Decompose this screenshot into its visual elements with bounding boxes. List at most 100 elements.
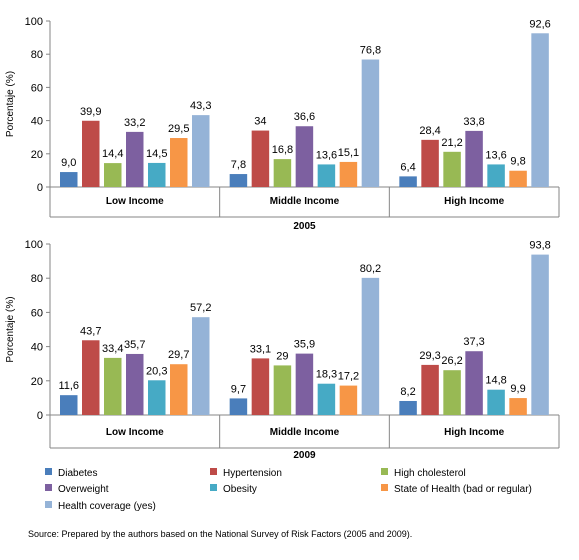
chart-1-data-label: 37,3 [463, 336, 484, 348]
chart-1-bar-health-coverage-yes-middle-income [361, 277, 380, 415]
chart-1-y-tick-label: 80 [31, 273, 43, 285]
chart-1-bar-hypertension-low-income [82, 340, 100, 415]
chart-0-y-tick-label: 0 [37, 182, 43, 194]
legend-label-hypertension: Hypertension [223, 468, 282, 479]
chart-0-bar-diabetes-high-income [399, 176, 417, 187]
chart-0-data-label: 76,8 [360, 45, 381, 57]
chart-0-data-label: 6,4 [400, 161, 415, 173]
chart-0-y-tick-label: 100 [25, 16, 43, 28]
chart-1-title: 2009 [293, 450, 316, 461]
chart-0-data-label: 14,5 [146, 148, 167, 160]
legend-label-obesity: Obesity [223, 484, 257, 495]
chart-0-y-tick-label: 60 [31, 82, 43, 94]
chart-0-category-label-middle-income: Middle Income [270, 196, 340, 207]
legend-swatch-overweight [45, 484, 52, 491]
legend-swatch-hypertension [210, 468, 217, 475]
chart-0-bar-high-cholesterol-high-income [443, 151, 461, 187]
chart-0-y-tick-label: 40 [31, 116, 43, 128]
chart-0-data-label: 39,9 [80, 106, 101, 118]
chart-0-y-axis-title: Porcentaje (%) [5, 71, 16, 137]
chart-0-data-label: 13,6 [485, 149, 506, 161]
chart-1-bar-diabetes-low-income [60, 395, 78, 415]
chart-0-data-label: 14,4 [102, 148, 123, 160]
chart-1-y-axis-title: Porcentaje (%) [5, 296, 16, 362]
legend-label-diabetes: Diabetes [58, 468, 97, 479]
chart-0-data-label: 9,0 [61, 157, 76, 169]
chart-0-y-tick-label: 20 [31, 149, 43, 161]
chart-1-data-label: 93,8 [529, 240, 550, 252]
chart-1-data-label: 17,2 [338, 371, 359, 383]
chart-1-bar-health-coverage-yes-low-income [192, 317, 210, 415]
legend-label-overweight: Overweight [58, 484, 109, 495]
chart-1-data-label: 35,7 [124, 339, 145, 351]
legend-swatch-high-cholesterol [381, 468, 388, 475]
chart-0-data-label: 9,8 [510, 156, 525, 168]
chart-0-bar-obesity-low-income [148, 162, 166, 187]
chart-1-bar-hypertension-middle-income [251, 358, 270, 415]
chart-1-data-label: 29 [276, 350, 288, 362]
chart-1-category-label-high-income: High Income [444, 427, 504, 438]
chart-1-data-label: 11,6 [58, 380, 79, 392]
chart-0-bar-health-coverage-yes-high-income [531, 33, 549, 188]
chart-0-data-label: 15,1 [338, 147, 359, 159]
chart-1-bar-overweight-high-income [465, 351, 483, 415]
chart-1-data-label: 18,3 [316, 369, 337, 381]
chart-1-bar-obesity-high-income [487, 389, 505, 415]
chart-1-data-label: 8,2 [400, 386, 415, 398]
chart-0-bar-overweight-middle-income [295, 126, 314, 187]
chart-0-bar-high-cholesterol-middle-income [273, 159, 292, 187]
chart-1-data-label: 9,9 [510, 383, 525, 395]
chart-1-bar-overweight-middle-income [295, 353, 314, 415]
chart-1-data-label: 14,8 [485, 375, 506, 387]
chart-1-data-label: 9,7 [231, 383, 246, 395]
chart-0-bar-obesity-high-income [487, 164, 505, 187]
chart-0-data-label: 33,8 [463, 116, 484, 128]
chart-1-bar-obesity-low-income [148, 380, 166, 415]
chart-0-bar-overweight-low-income [126, 131, 144, 187]
chart-1-bar-hypertension-high-income [421, 364, 439, 415]
legend-swatch-health-coverage-yes [45, 501, 52, 508]
chart-0-data-label: 29,5 [168, 123, 189, 135]
chart-0-data-label: 16,8 [272, 144, 293, 156]
chart-0-data-label: 36,6 [294, 111, 315, 123]
chart-0-category-label-low-income: Low Income [106, 196, 164, 207]
chart-1-bar-high-cholesterol-middle-income [273, 365, 292, 415]
chart-1-data-label: 20,3 [146, 365, 167, 377]
chart-0-bar-health-coverage-yes-middle-income [361, 59, 380, 187]
chart-1-y-tick-label: 20 [31, 376, 43, 388]
chart-0-data-label: 7,8 [231, 159, 246, 171]
chart-1-data-label: 29,7 [168, 349, 189, 361]
chart-0-bar-state-of-health-bad-or-regular-low-income [170, 138, 188, 187]
chart-1-bar-state-of-health-bad-or-regular-high-income [509, 398, 527, 415]
chart-0-title: 2005 [293, 221, 316, 232]
chart-1-data-label: 29,3 [419, 350, 440, 362]
chart-0-bar-health-coverage-yes-low-income [192, 115, 210, 187]
legend-swatch-diabetes [45, 468, 52, 475]
chart-1-data-label: 33,4 [102, 343, 123, 355]
chart-1-bar-high-cholesterol-high-income [443, 370, 461, 415]
chart-0-bar-diabetes-low-income [60, 172, 78, 187]
chart-0-data-label: 34 [254, 116, 266, 128]
chart-0-data-label: 43,3 [190, 100, 211, 112]
chart-1-bar-state-of-health-bad-or-regular-middle-income [339, 385, 358, 415]
chart-1-y-tick-label: 0 [37, 410, 43, 422]
legend-swatch-obesity [210, 484, 217, 491]
chart-0-bar-diabetes-middle-income [229, 174, 248, 187]
chart-1-bar-diabetes-high-income [399, 400, 417, 415]
legend-label-state-of-health-bad-or-regular: State of Health (bad or regular) [394, 484, 532, 495]
chart-0-data-label: 33,2 [124, 117, 145, 129]
chart-1-data-label: 80,2 [360, 263, 381, 275]
chart-1-data-label: 26,2 [441, 355, 462, 367]
chart-1-data-label: 33,1 [250, 343, 271, 355]
chart-1-bar-obesity-middle-income [317, 383, 336, 415]
chart-1-data-label: 43,7 [80, 325, 101, 337]
chart-1-category-label-low-income: Low Income [106, 427, 164, 438]
chart-0-bar-state-of-health-bad-or-regular-high-income [509, 170, 527, 187]
chart-0-bar-high-cholesterol-low-income [104, 163, 122, 187]
chart-0-data-label: 13,6 [316, 149, 337, 161]
chart-0-data-label: 92,6 [529, 18, 550, 30]
chart-0-bar-hypertension-middle-income [251, 130, 270, 187]
chart-0-bar-hypertension-low-income [82, 120, 100, 187]
